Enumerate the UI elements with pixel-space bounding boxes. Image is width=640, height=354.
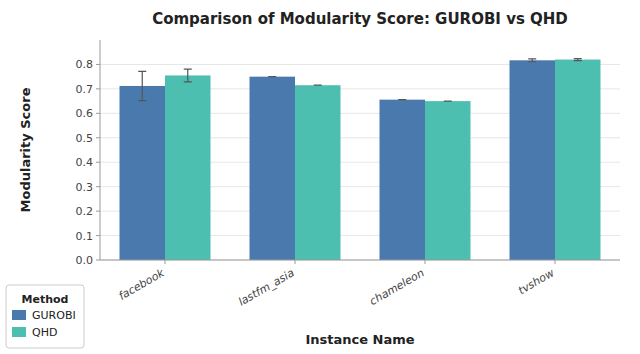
legend-entry: GUROBI <box>32 309 76 322</box>
error-bar <box>574 59 582 61</box>
y-tick-label: 0.4 <box>76 156 94 169</box>
x-tick <box>165 260 166 264</box>
legend-frame <box>6 285 84 348</box>
y-axis-line <box>100 40 101 260</box>
y-tick <box>96 113 100 114</box>
error-bar <box>528 59 536 62</box>
error-bar <box>314 85 322 86</box>
y-tick <box>96 88 100 89</box>
bars <box>120 59 601 260</box>
y-tick <box>96 64 100 65</box>
x-tick-label: tvshow <box>516 266 557 297</box>
bar <box>380 100 426 260</box>
y-tick <box>96 186 100 187</box>
y-tick-label: 0.5 <box>76 132 94 145</box>
y-tick-label: 0.1 <box>76 230 94 243</box>
x-tick-label: lastfm_asia <box>236 266 297 308</box>
grid-line <box>100 260 620 261</box>
bar <box>510 60 556 260</box>
x-tick <box>555 260 556 264</box>
legend-swatch <box>12 310 26 320</box>
x-tick-label: facebook <box>116 266 167 303</box>
x-tick-label: chameleon <box>367 266 426 308</box>
y-axis: 0.0 0.1 0.2 0.3 0.4 0.5 0.6 0.7 0.8 <box>76 40 101 267</box>
bar <box>425 101 471 260</box>
error-bar <box>184 69 192 82</box>
bar <box>555 60 601 260</box>
chart-title: Comparison of Modularity Score: GUROBI v… <box>152 10 568 28</box>
y-tick <box>96 235 100 236</box>
y-tick-label: 0.2 <box>76 205 94 218</box>
y-tick <box>96 260 100 261</box>
x-axis-label: Instance Name <box>305 332 414 347</box>
y-tick <box>96 137 100 138</box>
bar <box>120 86 166 260</box>
error-bar <box>398 99 406 100</box>
legend-swatch <box>12 327 26 337</box>
legend-entry: QHD <box>32 326 57 339</box>
x-axis-line <box>100 260 620 261</box>
y-tick-label: 0.0 <box>76 254 94 267</box>
chart-svg: Comparison of Modularity Score: GUROBI v… <box>0 0 640 354</box>
y-tick-label: 0.8 <box>76 58 94 71</box>
y-tick-label: 0.7 <box>76 83 94 96</box>
y-tick-label: 0.3 <box>76 181 94 194</box>
y-tick <box>96 162 100 163</box>
y-tick-label: 0.6 <box>76 107 94 120</box>
y-tick <box>96 211 100 212</box>
legend-title: Method <box>22 293 69 306</box>
x-tick <box>425 260 426 264</box>
error-bar <box>138 71 146 100</box>
y-axis-label: Modularity Score <box>18 87 33 212</box>
x-axis: facebook lastfm_asia chameleon tvshow <box>100 260 620 309</box>
bar <box>165 75 211 260</box>
error-bar <box>444 101 452 102</box>
bar <box>250 77 296 260</box>
legend: Method GUROBI QHD <box>6 285 84 348</box>
error-bar <box>268 76 276 77</box>
chart-container: Comparison of Modularity Score: GUROBI v… <box>0 0 640 354</box>
x-tick <box>295 260 296 264</box>
bar <box>295 85 341 260</box>
